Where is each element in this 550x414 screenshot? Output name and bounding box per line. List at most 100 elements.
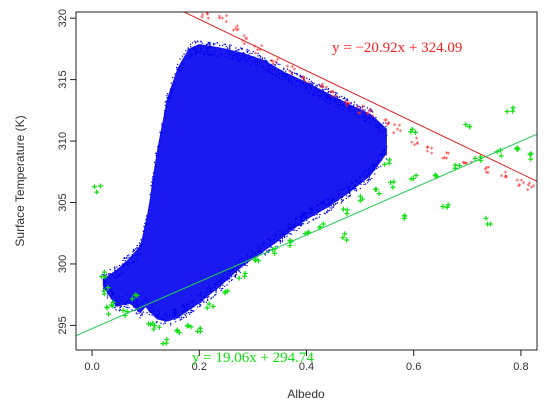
main-point bbox=[207, 296, 210, 298]
main-point bbox=[244, 55, 246, 57]
main-point bbox=[118, 264, 121, 267]
main-point bbox=[246, 257, 249, 259]
main-point bbox=[226, 277, 228, 280]
main-point bbox=[311, 213, 313, 215]
lower-point bbox=[197, 329, 203, 335]
main-point bbox=[183, 316, 185, 319]
main-point bbox=[332, 200, 334, 202]
main-point bbox=[370, 120, 372, 123]
main-point bbox=[118, 274, 121, 276]
main-point bbox=[346, 186, 349, 188]
upper-point: * bbox=[413, 142, 417, 150]
lower-point bbox=[101, 291, 107, 297]
main-point bbox=[205, 294, 207, 296]
main-point bbox=[383, 150, 385, 152]
main-point bbox=[296, 73, 299, 75]
lower-point bbox=[527, 151, 533, 157]
main-point bbox=[135, 303, 138, 305]
main-point bbox=[122, 259, 124, 262]
main-point bbox=[330, 97, 333, 100]
upper-point: * bbox=[221, 16, 225, 24]
main-point bbox=[266, 70, 268, 72]
main-point bbox=[166, 93, 169, 95]
main-point bbox=[357, 181, 359, 183]
lower-point bbox=[402, 213, 408, 219]
main-point bbox=[351, 187, 353, 189]
main-point bbox=[264, 57, 266, 59]
main-point bbox=[324, 93, 326, 95]
main-point bbox=[301, 212, 303, 215]
lower-point bbox=[498, 153, 504, 159]
main-point bbox=[308, 78, 311, 81]
upper-point: * bbox=[290, 64, 294, 72]
upper-point: * bbox=[260, 43, 264, 51]
lower-point bbox=[463, 122, 469, 128]
main-point bbox=[380, 165, 382, 167]
main-point bbox=[353, 188, 355, 190]
main-point bbox=[274, 235, 276, 238]
main-point bbox=[210, 46, 213, 48]
main-point bbox=[313, 207, 316, 209]
main-point bbox=[151, 314, 153, 316]
main-point bbox=[211, 290, 214, 292]
main-point bbox=[201, 300, 204, 302]
main-point bbox=[139, 242, 141, 245]
main-point bbox=[179, 66, 182, 68]
main-point bbox=[281, 78, 283, 80]
main-point bbox=[316, 213, 318, 216]
main-point bbox=[229, 51, 231, 54]
main-point bbox=[195, 51, 197, 53]
main-point bbox=[230, 44, 232, 46]
main-point bbox=[299, 215, 301, 218]
lower-point bbox=[391, 179, 397, 185]
main-point bbox=[279, 242, 282, 244]
main-point bbox=[287, 222, 290, 225]
main-point bbox=[207, 298, 209, 301]
main-point bbox=[339, 98, 341, 101]
main-point bbox=[303, 220, 306, 222]
main-point bbox=[226, 279, 229, 281]
main-point bbox=[210, 288, 212, 291]
main-point bbox=[352, 112, 355, 115]
upper-point: * bbox=[244, 35, 248, 43]
main-point bbox=[157, 315, 160, 318]
main-point bbox=[208, 285, 210, 287]
main-point bbox=[143, 225, 145, 228]
main-point bbox=[179, 314, 182, 317]
main-point bbox=[164, 322, 166, 324]
main-point bbox=[259, 60, 261, 63]
main-point bbox=[275, 234, 277, 237]
main-point bbox=[256, 58, 258, 61]
main-point bbox=[258, 54, 261, 57]
main-point bbox=[356, 107, 358, 109]
lower-point bbox=[105, 285, 111, 291]
main-point bbox=[118, 296, 120, 298]
main-point bbox=[271, 72, 273, 75]
main-point bbox=[277, 69, 280, 72]
main-point bbox=[263, 66, 265, 68]
main-point bbox=[367, 168, 370, 170]
main-point bbox=[333, 204, 335, 206]
main-point bbox=[180, 62, 182, 65]
upper-point: * bbox=[331, 88, 335, 96]
lower-point bbox=[344, 211, 350, 217]
main-point bbox=[137, 304, 139, 307]
main-point bbox=[364, 170, 366, 172]
main-point bbox=[172, 76, 174, 79]
main-point bbox=[161, 126, 164, 128]
main-point bbox=[306, 219, 308, 221]
main-point bbox=[354, 186, 356, 188]
x-tick-label: 0.2 bbox=[192, 361, 207, 373]
main-point bbox=[349, 185, 351, 187]
main-point bbox=[353, 104, 355, 106]
main-point bbox=[148, 310, 150, 312]
main-point bbox=[362, 109, 364, 111]
main-point bbox=[350, 101, 352, 104]
main-point bbox=[299, 80, 301, 82]
main-point bbox=[119, 300, 121, 302]
main-point bbox=[135, 247, 138, 249]
main-point bbox=[277, 240, 279, 242]
main-point bbox=[341, 196, 343, 199]
main-point bbox=[217, 281, 219, 283]
lower-point bbox=[320, 221, 326, 227]
